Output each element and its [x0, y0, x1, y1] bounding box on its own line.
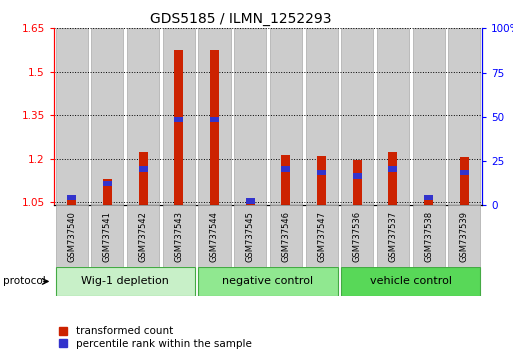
Bar	[55, 205, 88, 267]
Bar	[103, 179, 112, 205]
Text: protocol: protocol	[3, 276, 45, 286]
Bar	[163, 28, 195, 205]
Text: GSM737540: GSM737540	[67, 211, 76, 262]
Bar	[460, 170, 469, 175]
Bar	[127, 28, 159, 205]
Text: GSM737542: GSM737542	[139, 211, 148, 262]
Bar	[412, 28, 445, 205]
Bar	[306, 28, 338, 205]
Bar	[353, 160, 362, 205]
Bar	[270, 205, 302, 267]
Text: GSM737536: GSM737536	[353, 211, 362, 262]
Bar	[341, 28, 373, 205]
Text: GDS5185 / ILMN_1252293: GDS5185 / ILMN_1252293	[150, 12, 332, 27]
Bar	[55, 28, 88, 205]
Bar	[139, 166, 148, 172]
Text: GSM737541: GSM737541	[103, 211, 112, 262]
Bar	[67, 195, 76, 200]
Bar	[306, 205, 338, 267]
Bar	[282, 166, 290, 172]
Bar	[234, 205, 266, 267]
Bar	[424, 195, 433, 200]
Bar	[460, 158, 469, 205]
Bar	[270, 28, 302, 205]
Bar	[210, 117, 219, 122]
Bar	[341, 205, 373, 267]
Bar	[448, 205, 481, 267]
Bar	[377, 205, 409, 267]
Bar	[174, 50, 183, 205]
Bar	[55, 267, 195, 296]
Bar	[199, 28, 230, 205]
Text: Wig-1 depletion: Wig-1 depletion	[82, 276, 169, 286]
Legend: transformed count, percentile rank within the sample: transformed count, percentile rank withi…	[59, 326, 251, 349]
Bar	[377, 28, 409, 205]
Bar	[448, 28, 481, 205]
Bar	[317, 170, 326, 175]
Bar	[282, 155, 290, 205]
Bar	[139, 152, 148, 205]
Text: GSM737547: GSM737547	[317, 211, 326, 262]
Bar	[353, 173, 362, 179]
Bar	[67, 198, 76, 205]
Bar	[174, 117, 183, 122]
Bar	[103, 181, 112, 186]
Bar	[412, 205, 445, 267]
Text: vehicle control: vehicle control	[370, 276, 452, 286]
Bar	[388, 152, 398, 205]
Bar	[246, 199, 254, 205]
Text: GSM737539: GSM737539	[460, 211, 469, 262]
Text: GSM737543: GSM737543	[174, 211, 183, 262]
Bar	[317, 156, 326, 205]
Bar	[210, 50, 219, 205]
Bar	[91, 28, 124, 205]
Bar	[199, 267, 338, 296]
Bar	[388, 166, 398, 172]
Bar	[163, 205, 195, 267]
Bar	[234, 28, 266, 205]
Bar	[246, 198, 254, 204]
Bar	[127, 205, 159, 267]
Text: negative control: negative control	[223, 276, 313, 286]
Bar	[199, 205, 230, 267]
Text: GSM737538: GSM737538	[424, 211, 433, 262]
Text: GSM737544: GSM737544	[210, 211, 219, 262]
Bar	[424, 198, 433, 205]
Bar	[341, 267, 481, 296]
Text: GSM737545: GSM737545	[246, 211, 254, 262]
Text: GSM737537: GSM737537	[388, 211, 398, 262]
Text: GSM737546: GSM737546	[282, 211, 290, 262]
Bar	[91, 205, 124, 267]
